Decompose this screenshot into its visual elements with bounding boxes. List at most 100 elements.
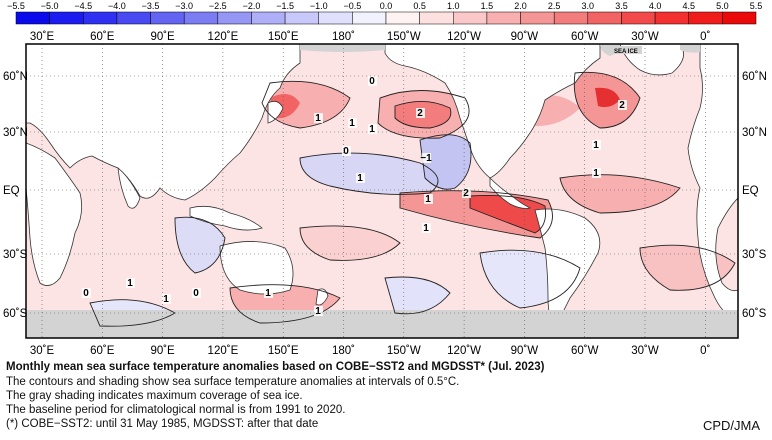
longitude-label-top: 120˚W — [447, 31, 481, 43]
contour-label: 1 — [127, 278, 133, 289]
contour-labels: 0 1 2 1 1 0 −1 1 2 2 1 1 1 0 1 1 0 1 1 1 — [82, 76, 627, 317]
longitude-label-bottom: 180˚ — [332, 345, 355, 357]
colorbar-swatch — [83, 11, 118, 25]
latitude-labels-left: 60˚N 30˚N EQ 30˚S 60˚S — [3, 71, 28, 320]
latitude-label-left: EQ — [3, 185, 20, 197]
contour-label: 1 — [349, 118, 355, 129]
colorbar-swatch — [453, 11, 488, 25]
contour-label: 1 — [315, 306, 321, 317]
colorbar-tick-label: −3.5 — [142, 1, 160, 11]
colorbar-tick-label: 5.5 — [750, 1, 763, 11]
latitude-label-left: 60˚S — [3, 308, 28, 320]
longitude-label-bottom: 60˚E — [90, 345, 115, 357]
colorbar-swatch — [318, 11, 353, 25]
land-masses — [26, 44, 738, 329]
colorbar-tick-labels: −5.5 −5.0 −4.5 −4.0 −3.5 −3.0 −2.5 −2.0 −1.5 −1.0… — [7, 1, 762, 11]
colorbar-tick-label: −2.5 — [209, 1, 227, 11]
colorbar-swatch — [722, 11, 757, 25]
longitude-label-bottom: 30˚E — [30, 345, 55, 357]
contour-label: 1 — [163, 294, 169, 305]
longitude-label-top: 60˚W — [571, 31, 599, 43]
longitude-label-bottom: 90˚E — [150, 345, 175, 357]
longitude-label-top: 60˚E — [90, 31, 115, 43]
colorbar-tick-label: 0.5 — [413, 1, 426, 11]
colorbar-tick-label: −0.5 — [343, 1, 361, 11]
latitude-label-right: EQ — [742, 185, 759, 197]
contour-label: 2 — [619, 100, 625, 111]
longitude-label-top: 90˚E — [150, 31, 175, 43]
colorbar-tick-label: −5.5 — [7, 1, 25, 11]
colorbar-tick-label: 4.0 — [649, 1, 662, 11]
latitude-label-right: 60˚S — [742, 308, 767, 320]
contour-label: 1 — [423, 223, 429, 234]
land-africa — [26, 142, 83, 286]
colorbar-swatch — [587, 11, 622, 25]
longitude-label-top: 150˚W — [387, 31, 421, 43]
contour-lines — [89, 71, 736, 327]
land-india — [117, 167, 141, 209]
caption-title: Monthly mean sea surface temperature ano… — [6, 361, 545, 373]
cool-anomaly-region — [175, 217, 225, 273]
contour-label: 1 — [425, 194, 431, 205]
colorbar-swatch — [553, 11, 589, 25]
colorbar-swatch — [251, 11, 286, 25]
longitude-label-bottom: 0˚ — [700, 345, 710, 357]
caption-line-sea-ice: The gray shading indicates maximum cover… — [6, 390, 303, 402]
contour-label: 0 — [193, 288, 199, 299]
colorbar-tick-label: −4.5 — [74, 1, 92, 11]
colorbar-tick-label: 1.0 — [447, 1, 460, 11]
contour-label: 0 — [83, 288, 89, 299]
cool-anomaly-region — [385, 277, 450, 314]
colorbar-swatch — [15, 11, 50, 25]
sea-ice-label: SEA ICE — [614, 49, 638, 55]
contour-label: 1 — [593, 140, 599, 151]
longitude-label-bottom: 120˚W — [447, 345, 481, 357]
latitude-label-right: 30˚S — [742, 249, 767, 261]
colorbar-swatches — [15, 11, 757, 25]
longitude-label-bottom: 150˚E — [268, 345, 299, 357]
colorbar-swatch — [49, 11, 84, 25]
longitude-label-top: 0˚ — [700, 31, 710, 43]
colorbar-swatch — [486, 11, 521, 25]
colorbar-swatch — [520, 11, 555, 25]
contour-label: 1 — [593, 168, 599, 179]
contour-label: 1 — [369, 124, 375, 135]
longitude-label-top: 120˚E — [208, 31, 239, 43]
contour-label: 1 — [315, 113, 321, 124]
warm-anomaly-region — [595, 87, 620, 108]
latitude-label-right: 60˚N — [742, 71, 767, 83]
longitude-label-top: 30˚W — [631, 31, 659, 43]
caption-line-contours: The contours and shading show sea surfac… — [6, 376, 460, 388]
land-central-america — [489, 177, 532, 209]
cool-anomaly-region — [420, 134, 471, 190]
colorbar-swatch — [621, 11, 656, 25]
colorbar-tick-label: 5.0 — [716, 1, 729, 11]
longitude-label-top: 90˚W — [511, 31, 539, 43]
longitude-label-bottom: 150˚W — [387, 345, 421, 357]
longitude-label-bottom: 120˚E — [208, 345, 239, 357]
latitude-label-right: 30˚N — [742, 127, 767, 139]
colorbar-tick-label: −2.0 — [243, 1, 261, 11]
colorbar-tick-label: −1.0 — [310, 1, 328, 11]
contour-label: 1 — [265, 288, 271, 299]
contour-label: 1 — [357, 173, 363, 184]
map-frame — [25, 43, 739, 339]
colorbar-tick-label: 1.5 — [481, 1, 494, 11]
colorbar-swatch — [116, 11, 151, 25]
warm-anomaly-region — [560, 174, 680, 213]
colorbar-tick-label: 2.0 — [514, 1, 527, 11]
graticule-gridlines — [26, 44, 738, 338]
colorbar-swatch — [217, 11, 252, 25]
longitude-label-top: 180˚ — [332, 31, 355, 43]
latitude-label-left: 30˚S — [3, 249, 28, 261]
contour-label: 2 — [463, 188, 469, 199]
colorbar-swatch — [352, 11, 387, 25]
colorbar-swatch — [150, 11, 185, 25]
longitude-labels-top: 30˚E 60˚E 90˚E 120˚E 150˚E 180˚ 150˚W 120˚W 90˚W… — [30, 31, 711, 43]
latitude-label-left: 30˚N — [3, 127, 28, 139]
warm-anomaly-region — [470, 195, 546, 233]
latitude-labels-right: 60˚N 30˚N EQ 30˚S 60˚S — [742, 71, 767, 320]
longitude-label-top: 150˚E — [268, 31, 299, 43]
longitude-label-top: 30˚E — [30, 31, 55, 43]
colorbar-tick-label: −1.5 — [276, 1, 294, 11]
